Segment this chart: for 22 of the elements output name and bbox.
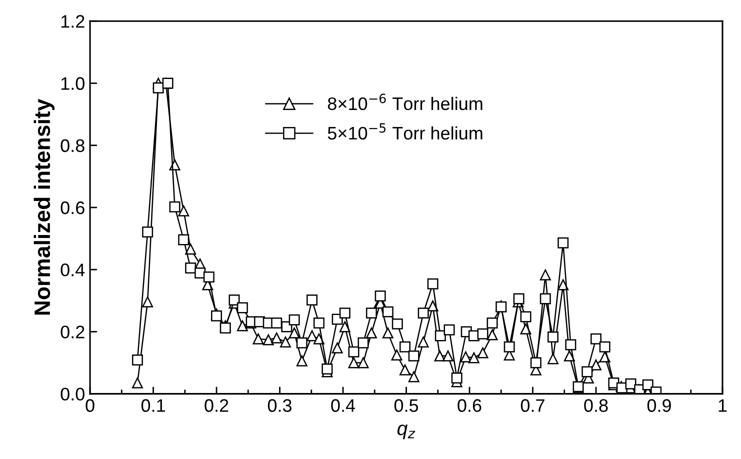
- x-tick-label: 0.3: [268, 399, 292, 412]
- legend-label: 8×10$^{−6}$ Torr helium: [328, 94, 482, 110]
- y-tick-label: 0.8: [60, 139, 84, 152]
- legend-label: 5×10$^{−5}$ Torr helium: [328, 123, 482, 140]
- x-tick-label: 0.4: [331, 399, 356, 412]
- y-tick-label: 1.2: [61, 15, 84, 28]
- x-tick-label: 1: [718, 399, 727, 412]
- x-tick-label: 0.7: [520, 399, 544, 412]
- y-tick-label: 0.0: [60, 388, 84, 401]
- y-tick-label: 1.0: [61, 77, 84, 90]
- x-tick-label: 0.8: [584, 399, 608, 412]
- x-tick-label: 0.2: [204, 399, 228, 412]
- x-tick-label: 0: [86, 399, 94, 412]
- x-axis-title: q$_{z}$: [397, 424, 416, 440]
- x-tick-label: 0.1: [141, 399, 165, 412]
- y-axis-title: Normalized intensity: [34, 98, 55, 315]
- y-tick-label: 0.6: [60, 201, 84, 214]
- y-tick-label: 0.2: [60, 326, 84, 338]
- x-tick-label: 0.5: [394, 399, 418, 412]
- x-tick-label: 0.6: [458, 399, 482, 412]
- x-tick-label: 0.9: [647, 399, 671, 412]
- y-tick-label: 0.4: [60, 264, 85, 276]
